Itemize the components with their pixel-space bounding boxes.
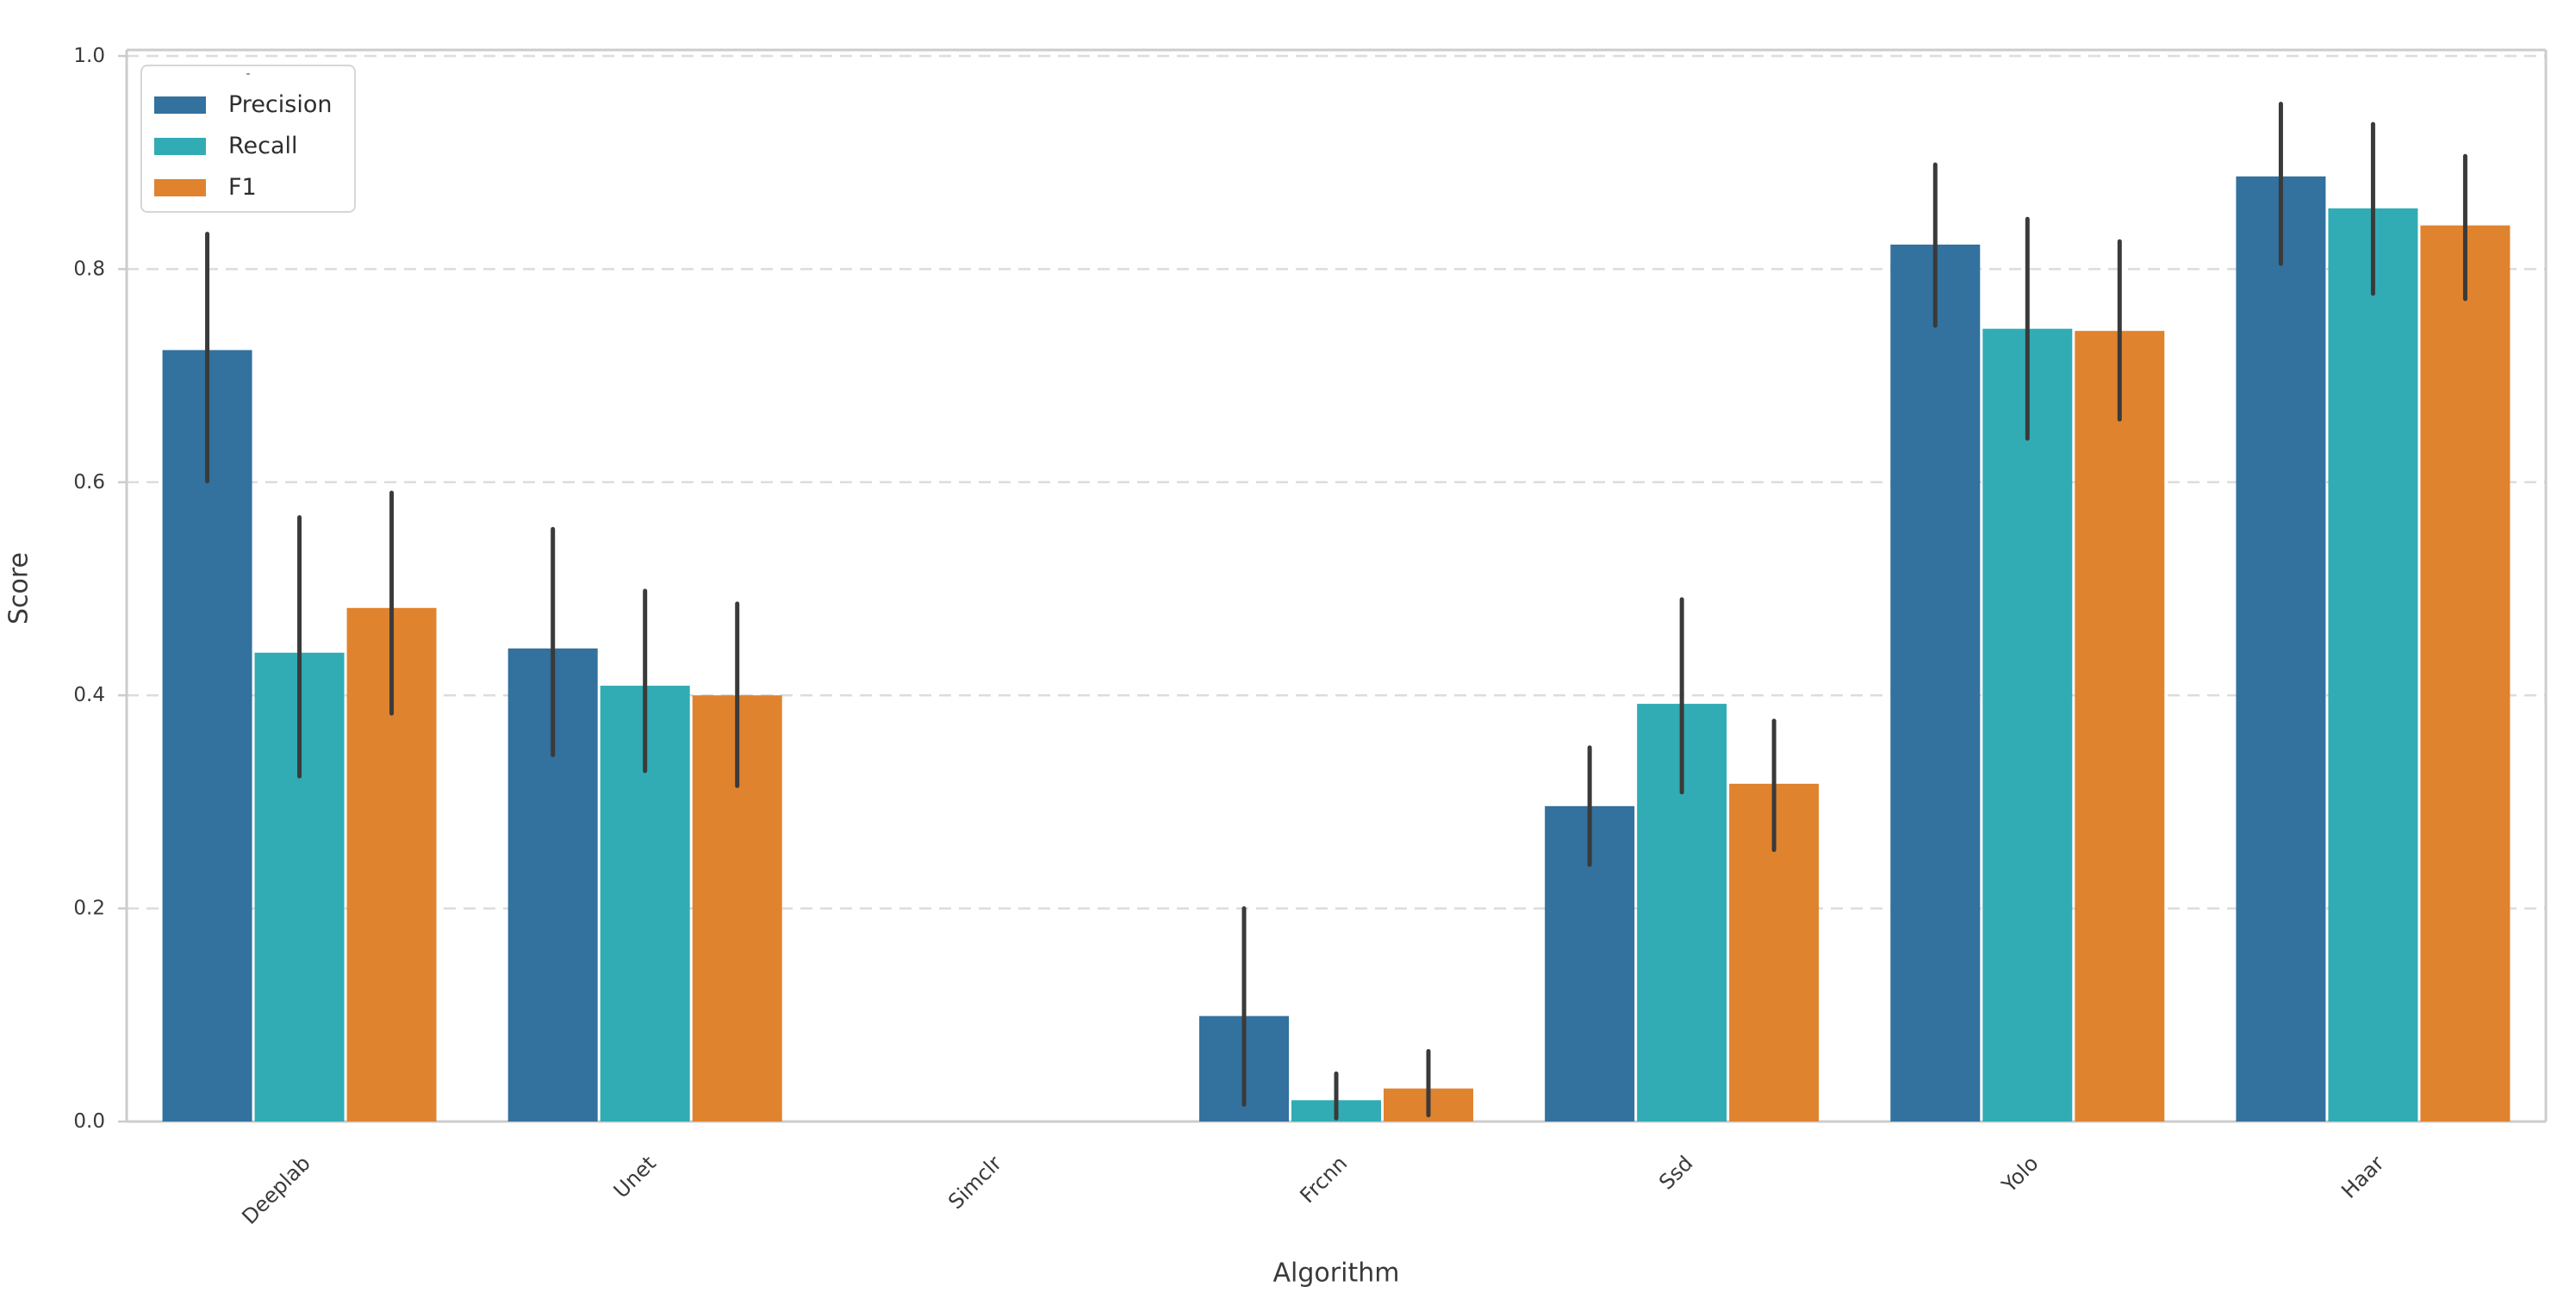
y-tick-label-0.4: 0.4 [73,684,105,706]
legend-item-f1: F1 [142,174,354,202]
legend-label-precision: Precision [228,91,333,118]
legend-item-recall: Recall [142,133,354,160]
x-tick-label-unet: Unet [609,1151,661,1202]
x-tick-label-frcnn: Frcnn [1295,1151,1352,1208]
bar-precision-yolo [1890,244,1981,1122]
x-tick-label-yolo: Yolo [1996,1151,2043,1197]
legend-swatch-recall-icon [154,138,206,155]
x-tick-label-simclr: Simclr [943,1151,1006,1214]
y-tick-label-0.8: 0.8 [73,258,105,280]
bar-recall-haar [2328,208,2418,1122]
bar-recall-yolo [1982,328,2073,1122]
x-tick-label-deeplab: Deeplab [237,1151,314,1228]
legend-label-recall: Recall [228,133,298,159]
x-tick-label-ssd: Ssd [1654,1151,1697,1194]
legend-swatch-f1-icon [154,179,206,196]
y-tick-label-0.0: 0.0 [73,1110,105,1133]
legend-label-f1: F1 [228,174,257,201]
y-axis-label: Score [3,551,34,625]
y-tick-label-0.2: 0.2 [73,898,105,920]
bar-precision-haar [2236,176,2326,1122]
legend-item-precision: Precision [142,91,354,119]
x-axis-label: Algorithm [1272,1258,1400,1289]
y-tick-label-0.6: 0.6 [73,471,105,494]
legend: - Precision Recall F1 [140,65,356,213]
bar-f1-haar [2420,225,2511,1122]
legend-title: - [246,67,251,81]
bar-f1-yolo [2075,331,2165,1122]
y-tick-label-1.0: 1.0 [73,45,105,67]
legend-swatch-precision-icon [154,96,206,114]
x-tick-label-haar: Haar [2336,1151,2388,1202]
